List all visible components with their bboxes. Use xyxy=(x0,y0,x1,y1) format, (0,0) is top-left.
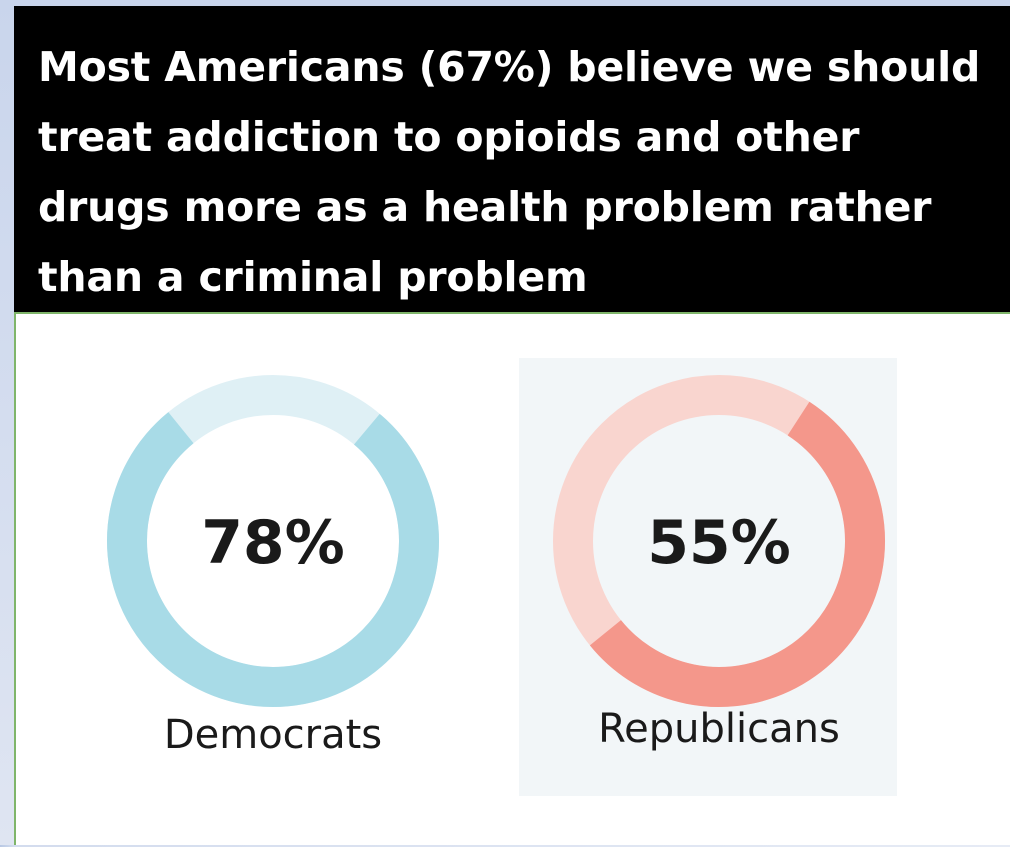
democrat-donut: 78% xyxy=(107,375,439,707)
democrat-caption: Democrats xyxy=(163,712,383,758)
republican-percent-label: 55% xyxy=(647,508,791,578)
chart-panel: 78% 55% Democrats Republicans xyxy=(14,312,1010,845)
donut-charts: 78% 55% xyxy=(107,375,885,707)
democrat-percent-label: 78% xyxy=(201,508,345,578)
headline-text: Most Americans (67%) believe we should t… xyxy=(38,43,981,301)
headline-banner: Most Americans (67%) believe we should t… xyxy=(14,6,1010,312)
republican-caption: Republicans xyxy=(598,706,840,752)
republican-donut: 55% xyxy=(553,375,885,707)
